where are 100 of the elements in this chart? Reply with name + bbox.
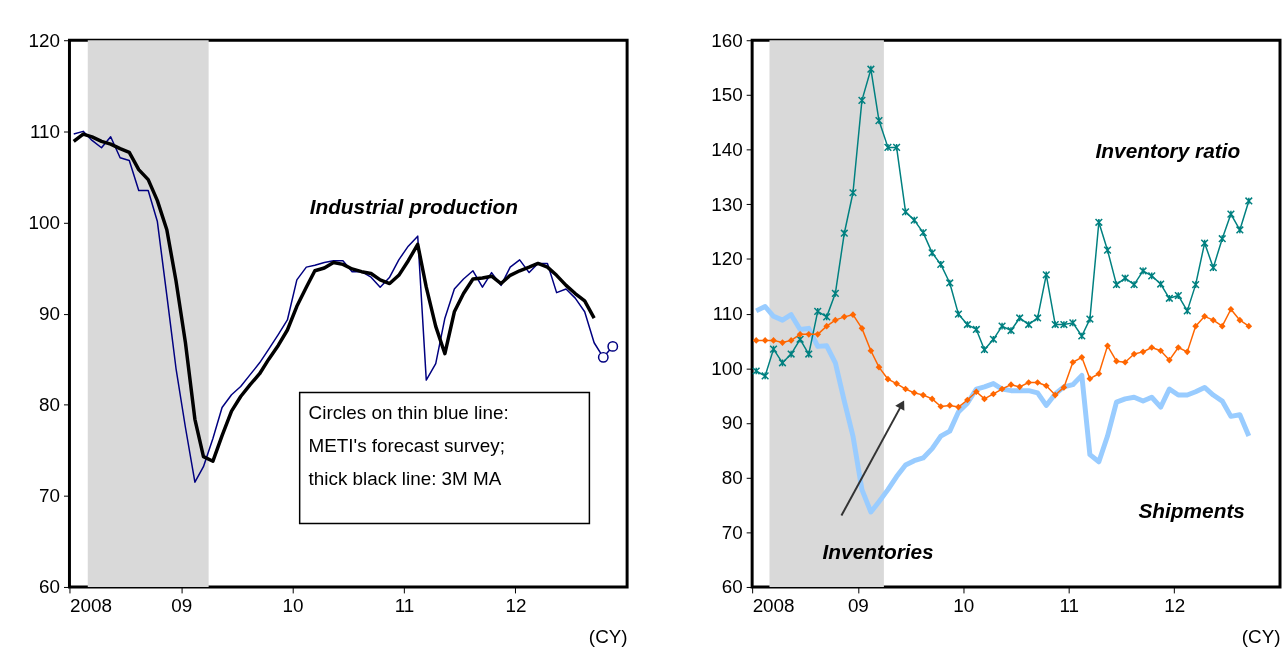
point — [989, 335, 998, 344]
y-tick-label: 150 — [711, 84, 743, 106]
point — [893, 380, 900, 387]
x-tick-label: 09 — [847, 595, 869, 617]
point — [1077, 331, 1086, 341]
y-tick-label: 110 — [29, 120, 61, 142]
point — [1147, 271, 1156, 280]
point — [972, 325, 981, 334]
point — [1166, 356, 1173, 364]
y-tick-label: 70 — [721, 521, 743, 543]
point — [1068, 318, 1077, 327]
point — [849, 311, 857, 319]
x-tick-label: 2008 — [752, 595, 795, 617]
point — [1130, 280, 1139, 289]
point — [1051, 320, 1060, 329]
point — [805, 331, 813, 338]
point — [874, 116, 884, 125]
point — [752, 337, 760, 344]
point — [1085, 314, 1094, 324]
annotation: Circles on thin blue line: METI's forecast survey; thick black line: 3M MA — [308, 402, 509, 489]
point — [1157, 347, 1165, 355]
point — [1139, 348, 1147, 356]
x-tick-label: 10 — [953, 595, 975, 617]
point — [997, 322, 1007, 331]
point — [1060, 384, 1068, 391]
point — [761, 371, 770, 380]
point — [1042, 382, 1050, 390]
point — [937, 403, 945, 410]
point — [1209, 263, 1218, 272]
point — [1183, 306, 1192, 315]
point — [813, 307, 822, 316]
point — [1236, 316, 1244, 324]
point — [769, 345, 778, 354]
point — [1191, 280, 1200, 289]
point — [1183, 348, 1191, 356]
point — [840, 229, 849, 238]
point — [770, 337, 777, 344]
point — [1218, 234, 1227, 243]
point — [787, 349, 796, 359]
point — [866, 65, 875, 74]
point — [814, 331, 822, 338]
point — [1007, 381, 1015, 388]
point — [1025, 379, 1032, 386]
point — [1006, 326, 1016, 335]
point — [1138, 266, 1148, 276]
point — [1235, 225, 1244, 235]
point — [1051, 391, 1059, 399]
y-tick-label: 140 — [711, 139, 743, 161]
text: Shipments — [1138, 498, 1245, 522]
point — [1113, 357, 1120, 365]
point — [946, 402, 954, 409]
point — [919, 391, 927, 399]
point — [1094, 218, 1103, 227]
point — [1174, 291, 1183, 300]
x-tick-label: 09 — [171, 595, 193, 617]
y-tick-label: 80 — [721, 467, 743, 489]
point — [1165, 294, 1174, 303]
point — [779, 339, 786, 346]
point — [858, 325, 866, 332]
point — [1103, 246, 1112, 255]
point — [945, 278, 954, 288]
point — [1245, 322, 1253, 330]
point — [1059, 320, 1068, 329]
point — [980, 345, 989, 354]
point — [963, 320, 972, 329]
point — [848, 188, 858, 197]
y-tick-label: 60 — [39, 576, 61, 598]
y-tick-label: 100 — [711, 357, 743, 379]
point — [1095, 370, 1103, 378]
point — [1104, 342, 1111, 350]
y-tick-label: 90 — [39, 303, 61, 325]
point — [1078, 354, 1086, 361]
y-tick-label: 100 — [28, 211, 61, 233]
x-axis-title: (CY) — [588, 626, 628, 648]
x-tick-label: 2008 — [69, 595, 112, 617]
point — [1024, 320, 1033, 329]
x-tick-label: 12 — [505, 595, 527, 617]
point — [857, 96, 867, 105]
series-label: Industrial production — [309, 194, 518, 218]
point — [998, 385, 1006, 393]
point — [901, 207, 910, 216]
point — [1121, 358, 1129, 366]
point — [919, 228, 928, 237]
point — [1226, 210, 1235, 219]
point — [875, 363, 883, 371]
point — [910, 389, 918, 397]
y-tick-label: 110 — [712, 303, 743, 325]
text: Inventories — [822, 540, 934, 564]
point — [1069, 358, 1077, 366]
point — [1227, 305, 1235, 313]
point — [1121, 273, 1130, 283]
point — [1015, 313, 1024, 323]
x-tick-label: 11 — [394, 595, 415, 617]
point — [796, 331, 804, 338]
point — [884, 375, 892, 383]
point — [1192, 322, 1199, 330]
y-tick-label: 160 — [711, 29, 743, 51]
point — [1033, 313, 1042, 323]
point — [822, 312, 831, 321]
y-tick-label: 120 — [711, 248, 743, 270]
